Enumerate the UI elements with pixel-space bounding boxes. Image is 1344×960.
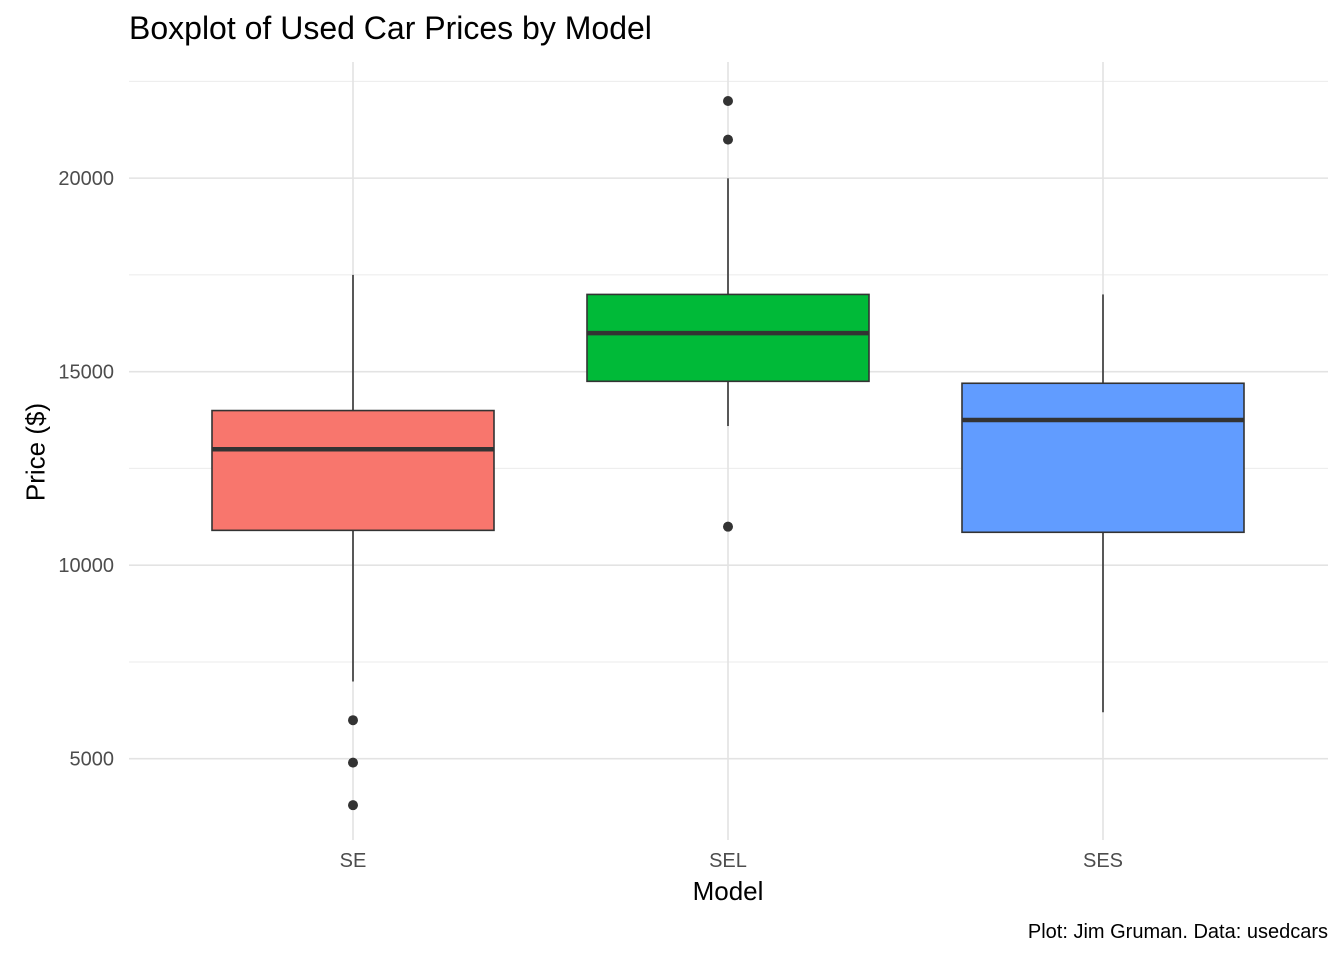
y-tick-label: 10000	[58, 555, 114, 577]
y-tick-label: 20000	[58, 168, 114, 190]
y-tick-label: 15000	[58, 362, 114, 384]
chart-caption: Plot: Jim Gruman. Data: usedcars	[1027, 921, 1328, 943]
x-axis-label: Model	[692, 876, 764, 906]
y-axis-label: Price ($)	[20, 402, 51, 502]
box-se	[211, 409, 495, 532]
outlier-point	[348, 757, 358, 768]
chart-title: Boxplot of Used Car Prices by Model	[129, 10, 652, 46]
outlier-point	[348, 715, 358, 726]
outlier-point	[723, 134, 733, 145]
box-ses	[961, 382, 1245, 534]
x-tick-label: SEL	[709, 850, 747, 872]
x-tick-label: SE	[340, 850, 367, 872]
outlier-point	[723, 521, 733, 532]
outlier-point	[348, 800, 358, 811]
box-sel	[586, 293, 870, 383]
x-tick-label: SES	[1083, 850, 1123, 872]
outlier-point	[723, 96, 733, 107]
y-tick-label: 5000	[70, 749, 115, 771]
